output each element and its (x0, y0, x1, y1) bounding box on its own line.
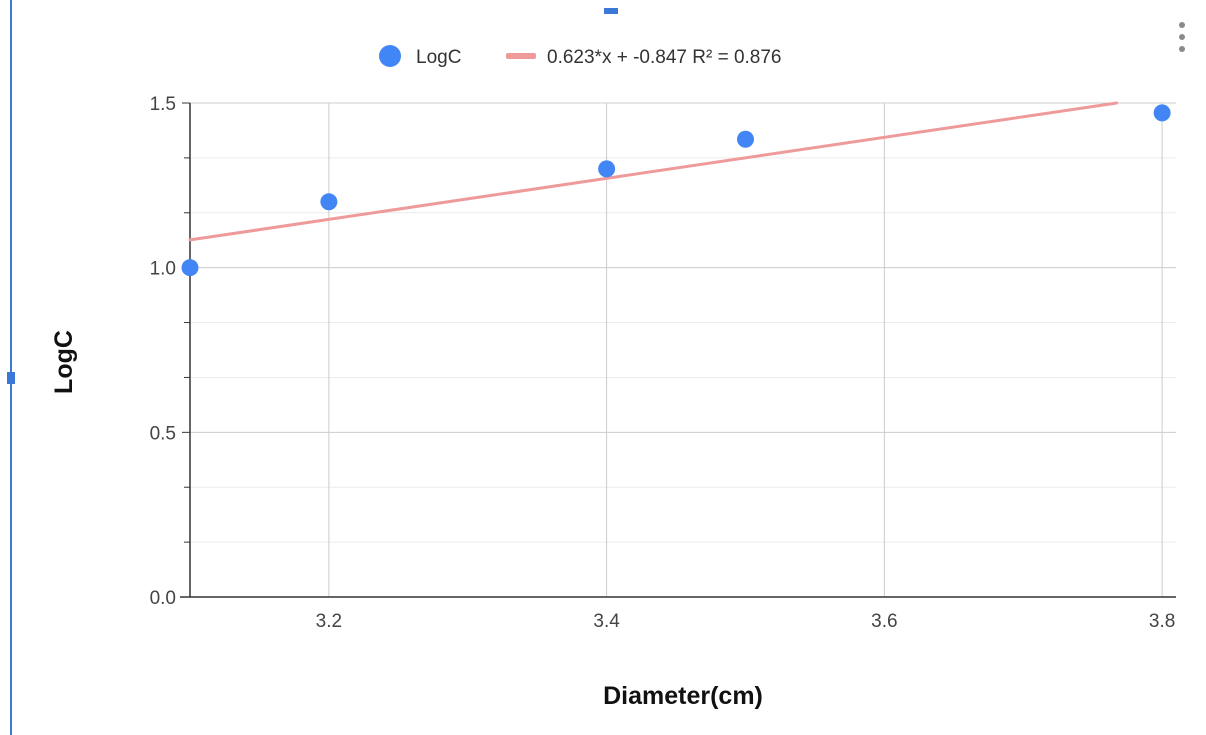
data-point[interactable] (320, 193, 338, 211)
axes (180, 103, 1176, 598)
legend: LogC 0.623*x + -0.847 R² = 0.876 (379, 45, 782, 68)
trendline (188, 101, 1119, 242)
y-tick-labels: 0.0 0.5 1.0 1.5 (150, 94, 176, 609)
selection-handle-top[interactable] (604, 8, 618, 14)
x-tick-labels: 3.2 3.4 3.6 3.8 (316, 611, 1176, 632)
x-tick-label: 3.2 (316, 611, 342, 632)
x-tick-label: 3.8 (1149, 611, 1175, 632)
x-tick-label: 3.6 (871, 611, 897, 632)
legend-marker-logc (379, 45, 401, 67)
data-points (181, 104, 1171, 277)
trendline-group (188, 101, 1119, 242)
y-tick-marks (182, 102, 190, 598)
selection-border (10, 0, 12, 735)
data-point[interactable] (181, 259, 199, 277)
minor-gridlines (190, 157, 1176, 543)
data-point[interactable] (736, 130, 754, 148)
more-vert-icon[interactable] (1174, 18, 1190, 58)
selection-handle-left[interactable] (7, 372, 15, 384)
data-point[interactable] (598, 160, 616, 178)
legend-label-logc: LogC (416, 47, 461, 68)
x-tick-label: 3.4 (593, 611, 620, 632)
y-tick-label: 1.5 (150, 94, 176, 115)
x-axis-title: Diameter(cm) (603, 682, 763, 710)
data-point[interactable] (1153, 104, 1171, 122)
y-axis-title: LogC (50, 330, 78, 394)
legend-label-trendline: 0.623*x + -0.847 R² = 0.876 (547, 47, 782, 68)
major-gridlines (190, 102, 1176, 597)
y-tick-label: 0.5 (150, 423, 176, 444)
y-tick-label: 0.0 (150, 588, 176, 609)
legend-marker-trendline (506, 53, 536, 59)
y-tick-label: 1.0 (150, 259, 176, 280)
